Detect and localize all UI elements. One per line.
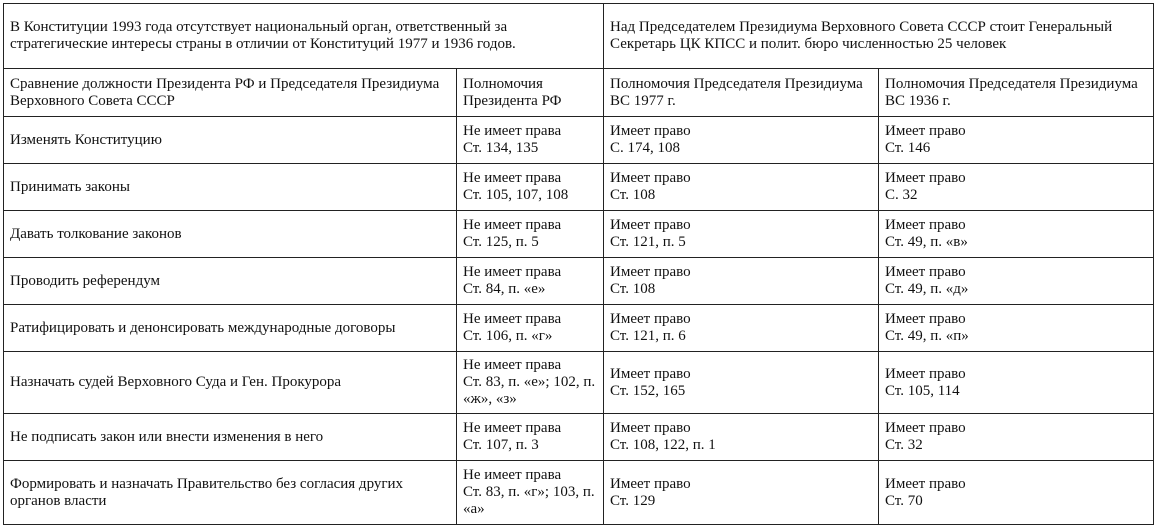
table-row: Принимать законы Не имеет права Ст. 105, 1…: [3, 163, 1154, 211]
rf-cell: Не имеет права Ст. 84, п. «е»: [456, 257, 604, 305]
authority-status: Имеет право: [610, 217, 691, 233]
s1936-cell: Имеет право С. 32: [878, 163, 1154, 211]
article-ref: Ст. 49, п. «д»: [885, 281, 969, 297]
intro-left: В Конституции 1993 года отсутствует наци…: [3, 3, 604, 69]
header-cell: Сравнение должности Президента РФ и Пред…: [3, 68, 457, 117]
article-ref: Ст. 105, 114: [885, 382, 960, 399]
header-cell: Полномочия Председателя Президиума ВС 19…: [878, 68, 1154, 117]
header-row: Сравнение должности Президента РФ и Пред…: [3, 68, 1154, 117]
authority-status: Имеет право: [610, 420, 691, 436]
article-ref: Ст. 107, п. 3: [463, 437, 539, 453]
power-cell: Назначать судей Верховного Суда и Ген. П…: [3, 351, 457, 414]
s1936-cell: Имеет право Ст. 70: [878, 460, 1154, 525]
article-ref: Ст. 134, 135: [463, 140, 539, 156]
authority-status: Имеет право: [610, 170, 691, 186]
authority-status: Не имеет права: [463, 217, 562, 233]
article-ref: Ст. 108: [610, 281, 656, 297]
article-ref: Ст. 129: [610, 492, 656, 509]
s1936-cell: Имеет право Ст. 32: [878, 413, 1154, 461]
s1936-cell: Имеет право Ст. 49, п. «в»: [878, 210, 1154, 258]
table-row: Назначать судей Верховного Суда и Ген. П…: [3, 351, 1154, 414]
article-ref: Ст. 152, 165: [610, 382, 686, 399]
authority-status: Имеет право: [885, 264, 966, 280]
article-ref: Ст. 83, п. «г»; 103, п. «а»: [463, 484, 595, 517]
authority-status: Не имеет права: [463, 467, 562, 483]
article-ref: С. 174, 108: [610, 140, 681, 156]
s1977-cell: Имеет право С. 174, 108: [603, 116, 879, 164]
article-ref: Ст. 49, п. «в»: [885, 234, 968, 250]
article-ref: Ст. 49, п. «п»: [885, 328, 969, 344]
intro-row: В Конституции 1993 года отсутствует наци…: [3, 3, 1154, 69]
authority-status: Имеет право: [885, 475, 966, 492]
authority-status: Имеет право: [885, 365, 966, 382]
article-ref: Ст. 108: [610, 187, 656, 203]
article-ref: Ст. 125, п. 5: [463, 234, 539, 250]
authority-status: Имеет право: [885, 170, 966, 186]
rf-cell: Не имеет права Ст. 83, п. «г»; 103, п. «а…: [456, 460, 604, 525]
table-row: Давать толкование законов Не имеет права С…: [3, 210, 1154, 258]
table-row: Ратифицировать и денонсировать междунаро…: [3, 304, 1154, 352]
authority-status: Имеет право: [610, 365, 691, 382]
s1936-cell: Имеет право Ст. 49, п. «п»: [878, 304, 1154, 352]
article-ref: С. 32: [885, 187, 918, 203]
authority-status: Не имеет права: [463, 420, 562, 436]
s1936-cell: Имеет право Ст. 146: [878, 116, 1154, 164]
authority-status: Не имеет права: [463, 357, 562, 373]
table-row: Не подписать закон или внести изменения …: [3, 413, 1154, 461]
rf-cell: Не имеет права Ст. 107, п. 3: [456, 413, 604, 461]
s1977-cell: Имеет право Ст. 129: [603, 460, 879, 525]
power-cell: Формировать и назначать Правительство бе…: [3, 460, 457, 525]
header-cell: Полномочия Председателя Президиума ВС 19…: [603, 68, 879, 117]
authority-status: Имеет право: [610, 123, 691, 139]
article-ref: Ст. 146: [885, 140, 931, 156]
authority-status: Имеет право: [885, 217, 966, 233]
power-cell: Принимать законы: [3, 163, 457, 211]
power-cell: Ратифицировать и денонсировать междунаро…: [3, 304, 457, 352]
s1936-cell: Имеет право Ст. 105, 114: [878, 351, 1154, 414]
comparison-table: В Конституции 1993 года отсутствует наци…: [3, 3, 1154, 525]
s1936-cell: Имеет право Ст. 49, п. «д»: [878, 257, 1154, 305]
s1977-cell: Имеет право Ст. 108, 122, п. 1: [603, 413, 879, 461]
article-ref: Ст. 70: [885, 492, 923, 509]
table-row: Проводить референдум Не имеет права Ст. 84…: [3, 257, 1154, 305]
power-cell: Изменять Конституцию: [3, 116, 457, 164]
s1977-cell: Имеет право Ст. 121, п. 5: [603, 210, 879, 258]
authority-status: Не имеет права: [463, 264, 562, 280]
rf-cell: Не имеет права Ст. 106, п. «г»: [456, 304, 604, 352]
s1977-cell: Имеет право Ст. 121, п. 6: [603, 304, 879, 352]
rf-cell: Не имеет права Ст. 105, 107, 108: [456, 163, 604, 211]
article-ref: Ст. 121, п. 5: [610, 234, 686, 250]
s1977-cell: Имеет право Ст. 108: [603, 257, 879, 305]
authority-status: Имеет право: [885, 311, 966, 327]
authority-status: Имеет право: [610, 311, 691, 327]
article-ref: Ст. 108, 122, п. 1: [610, 437, 716, 453]
authority-status: Имеет право: [610, 475, 691, 492]
authority-status: Не имеет права: [463, 123, 562, 139]
article-ref: Ст. 84, п. «е»: [463, 281, 546, 297]
authority-status: Не имеет права: [463, 311, 562, 327]
authority-status: Имеет право: [885, 420, 966, 436]
table-row: Формировать и назначать Правительство бе…: [3, 460, 1154, 525]
s1977-cell: Имеет право Ст. 152, 165: [603, 351, 879, 414]
authority-status: Имеет право: [610, 264, 691, 280]
intro-right: Над Председателем Президиума Верховного …: [603, 3, 1154, 69]
table-row: Изменять Конституцию Не имеет права Ст. 13…: [3, 116, 1154, 164]
article-ref: Ст. 121, п. 6: [610, 328, 686, 344]
article-ref: Ст. 83, п. «е»; 102, п. «ж», «з»: [463, 374, 596, 407]
article-ref: Ст. 32: [885, 437, 923, 453]
article-ref: Ст. 106, п. «г»: [463, 328, 553, 344]
power-cell: Не подписать закон или внести изменения …: [3, 413, 457, 461]
s1977-cell: Имеет право Ст. 108: [603, 163, 879, 211]
rf-cell: Не имеет права Ст. 125, п. 5: [456, 210, 604, 258]
power-cell: Проводить референдум: [3, 257, 457, 305]
authority-status: Имеет право: [885, 123, 966, 139]
article-ref: Ст. 105, 107, 108: [463, 187, 569, 203]
rf-cell: Не имеет права Ст. 83, п. «е»; 102, п. «ж…: [456, 351, 604, 414]
authority-status: Не имеет права: [463, 170, 562, 186]
power-cell: Давать толкование законов: [3, 210, 457, 258]
rf-cell: Не имеет права Ст. 134, 135: [456, 116, 604, 164]
header-cell: Полномочия Президента РФ: [456, 68, 604, 117]
